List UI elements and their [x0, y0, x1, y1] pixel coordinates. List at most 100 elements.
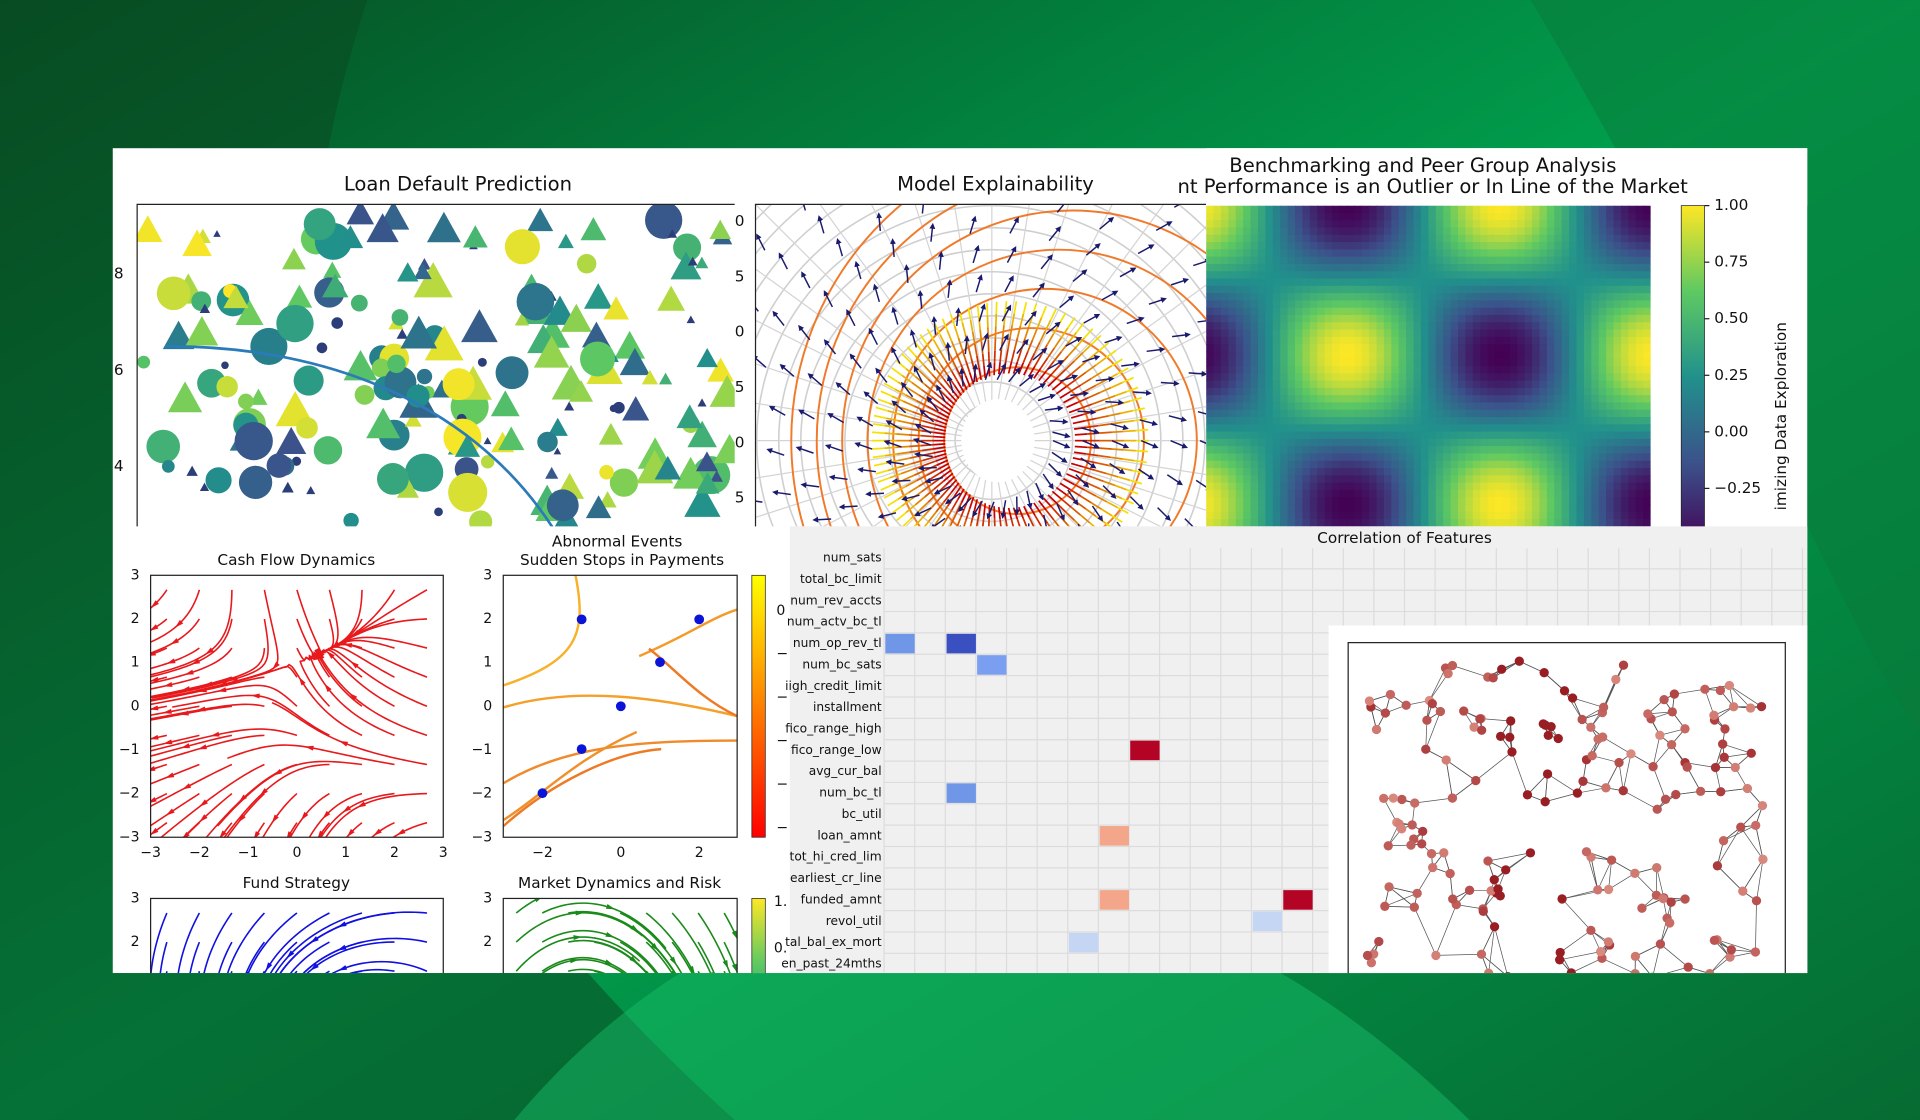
stream-arrow — [150, 624, 159, 631]
heatmap-cell — [1613, 234, 1622, 243]
heatmap-cell — [1228, 519, 1237, 527]
heatmap-cell — [1435, 307, 1444, 316]
heatmap-cell — [1532, 234, 1541, 243]
heatmap-cell — [1257, 242, 1267, 251]
heatmap-cell — [1561, 227, 1570, 236]
heatmap-cell — [1420, 358, 1430, 367]
heatmap-cell — [1458, 365, 1467, 375]
heatmap-cell — [1635, 504, 1644, 513]
heatmap-cell — [1220, 249, 1230, 258]
heatmap-cell — [1265, 402, 1274, 411]
scatter-marker — [343, 512, 359, 527]
heatmap-cell — [1613, 220, 1622, 229]
heatmap-cell — [1235, 278, 1244, 287]
heatmap-cell — [1643, 285, 1651, 294]
scatter-marker — [609, 404, 618, 413]
heatmap-cell — [1435, 387, 1444, 396]
heatmap-cell — [1243, 438, 1252, 447]
panel-title: Cash Flow Dynamics — [217, 551, 375, 569]
heatmap-cell — [1280, 336, 1289, 345]
heat-line — [1120, 409, 1133, 415]
scatter-marker — [396, 477, 419, 498]
correlation-cell — [946, 633, 976, 654]
heatmap-cell — [1450, 365, 1459, 375]
heatmap-cell — [1265, 365, 1274, 375]
heatmap-cell — [1583, 212, 1593, 221]
heatmap-cell — [1532, 263, 1541, 272]
stream-arrow — [669, 956, 677, 966]
heatmap-cell — [1613, 365, 1622, 375]
heatmap-cell — [1309, 307, 1318, 316]
heatmap-cell — [1391, 475, 1400, 484]
heatmap-cell — [1620, 249, 1630, 258]
heatmap-cell — [1539, 212, 1548, 221]
heatmap-cell — [1443, 336, 1452, 345]
heat-line — [1046, 347, 1056, 359]
heat-line — [908, 444, 922, 448]
heatmap-cell — [1332, 242, 1341, 251]
heatmap-cell — [1583, 358, 1593, 367]
heatmap-cell — [1287, 344, 1296, 353]
heatmap-cell — [1606, 489, 1615, 498]
heatmap-cell — [1383, 220, 1393, 229]
heatmap-cell — [1643, 497, 1651, 506]
heatmap-cell — [1472, 300, 1481, 309]
heatmap-cell — [1546, 205, 1556, 214]
heatmap-cell — [1643, 468, 1651, 477]
heatmap-cell — [1295, 460, 1304, 469]
scatter-marker — [516, 282, 555, 321]
heatmap-cell — [1487, 242, 1496, 251]
heatmap-cell — [1472, 212, 1481, 221]
heatmap-cell — [1598, 453, 1607, 462]
mesh-line — [991, 204, 1070, 441]
heatmap-cell — [1302, 256, 1311, 265]
heatmap-cell — [1569, 293, 1578, 302]
heatmap-cell — [1206, 402, 1215, 411]
arrow — [1043, 514, 1048, 527]
arrow — [768, 405, 786, 416]
scatter-marker — [266, 453, 292, 478]
heatmap-cell — [1257, 322, 1267, 331]
heat-line — [921, 483, 933, 493]
heatmap-cell — [1576, 504, 1585, 513]
heatmap-cell — [1517, 380, 1526, 389]
stream-arrow — [259, 788, 268, 796]
heatmap-cell — [1228, 285, 1237, 294]
stream-arrow — [150, 827, 159, 835]
heatmap-cell — [1576, 497, 1585, 506]
heatmap-cell — [1376, 285, 1385, 294]
heatmap-cell — [1561, 293, 1570, 302]
scatter-marker — [185, 316, 219, 346]
heat-line — [1087, 446, 1100, 450]
heatmap-cell — [1606, 329, 1615, 338]
heatmap-cell — [1235, 380, 1244, 389]
heatmap-cell — [1450, 234, 1459, 243]
heatmap-cell — [1480, 314, 1489, 323]
heat-line — [1004, 519, 1008, 527]
heatmap-cell — [1598, 227, 1607, 236]
heatmap-cell — [1517, 358, 1526, 367]
heatmap-cell — [1250, 227, 1259, 236]
scatter-marker — [498, 426, 525, 451]
heatmap-cell — [1458, 227, 1467, 236]
heat-line — [1073, 351, 1084, 362]
heatmap-cell — [1561, 271, 1570, 280]
heat-line — [981, 515, 985, 527]
heatmap-cell — [1339, 329, 1348, 338]
heatmap-cell — [1472, 271, 1481, 280]
heatmap-cell — [1346, 482, 1356, 491]
heatmap-cell — [1643, 358, 1651, 367]
heatmap-cell — [1257, 395, 1267, 404]
heat-line — [1134, 459, 1147, 464]
heatmap-cell — [1272, 468, 1281, 477]
heatmap-cell — [1228, 460, 1237, 469]
heatmap-cell — [1606, 373, 1615, 382]
stream-arrow — [150, 676, 159, 682]
heatmap-cell — [1643, 417, 1651, 426]
heat-line — [1095, 378, 1108, 387]
heatmap-cell — [1383, 489, 1393, 498]
heatmap-cell — [1576, 220, 1585, 229]
heatmap-cell — [1220, 387, 1230, 396]
heatmap-cell — [1398, 475, 1407, 484]
edge — [1602, 736, 1632, 755]
